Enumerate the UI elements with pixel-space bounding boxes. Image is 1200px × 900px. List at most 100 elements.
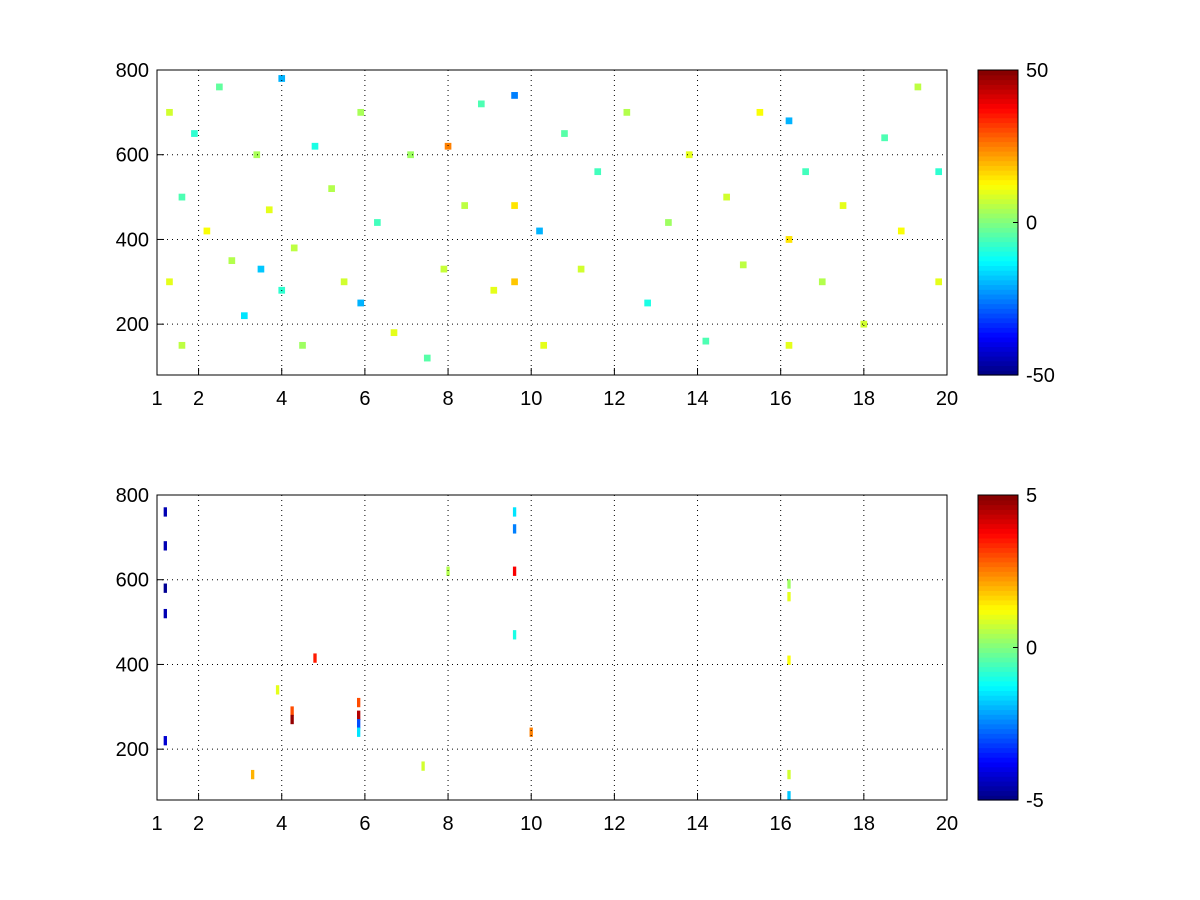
colorbar-segment: [978, 155, 1018, 162]
x-tick-label: 14: [686, 813, 708, 835]
colorbar-segment: [978, 317, 1018, 324]
colorbar-segment: [978, 618, 1018, 625]
cell: [881, 134, 888, 142]
colorbar-segment: [978, 733, 1018, 739]
cell: [540, 341, 548, 349]
colorbar-segment: [978, 198, 1018, 205]
cell: [594, 168, 602, 176]
cell: [423, 354, 431, 362]
colorbar-segment: [978, 246, 1018, 252]
colorbar-segment: [978, 131, 1018, 138]
cell: [785, 236, 793, 243]
colorbar-segment: [978, 84, 1018, 90]
x-tick-label: 6: [359, 813, 370, 835]
x-tick-label: 16: [770, 813, 792, 835]
colorbar-segment: [978, 714, 1018, 720]
cell: [356, 727, 361, 737]
colorbar-segment: [978, 728, 1018, 734]
colorbar-segment: [978, 690, 1018, 696]
cell: [723, 193, 730, 201]
colorbar-segment: [978, 293, 1018, 300]
colorbar-segment: [978, 642, 1018, 649]
colorbar-segment: [978, 346, 1018, 352]
x-tick-label: 14: [686, 388, 708, 410]
colorbar-segment: [978, 289, 1018, 295]
colorbar-segment: [978, 70, 1018, 76]
x-tick-label: 4: [276, 388, 287, 410]
colorbar-segment: [978, 556, 1018, 563]
colorbar-segment: [978, 251, 1018, 257]
cell: [702, 337, 710, 345]
colorbar-segment: [978, 303, 1018, 309]
colorbar-segment: [978, 112, 1018, 119]
colorbar-segment: [978, 336, 1018, 343]
cell: [440, 265, 448, 273]
cell: [512, 507, 517, 517]
colorbar-segment: [978, 260, 1018, 266]
cell: [623, 108, 631, 116]
colorbar-segment: [978, 528, 1018, 534]
colorbar-segment: [978, 657, 1018, 663]
cell: [787, 769, 791, 780]
colorbar-segment: [978, 738, 1018, 744]
colorbar-segment: [978, 495, 1018, 501]
colorbar-segment: [978, 790, 1018, 796]
colorbar-segment: [978, 370, 1018, 376]
cell: [313, 653, 317, 663]
colorbar-segment: [978, 274, 1018, 281]
colorbar-segment: [978, 671, 1018, 677]
cell: [253, 151, 261, 159]
colorbar-segment: [978, 580, 1018, 587]
cell: [340, 278, 348, 286]
colorbar-tick-label: -50: [1026, 365, 1055, 387]
colorbar-segment: [978, 742, 1018, 749]
colorbar-segment: [978, 89, 1018, 95]
x-tick-label: 6: [359, 388, 370, 410]
colorbar-segment: [978, 241, 1018, 247]
colorbar-segment: [978, 647, 1018, 653]
cell: [166, 108, 173, 116]
cell: [477, 100, 485, 108]
cell: [787, 592, 791, 602]
x-tick-label: 18: [853, 388, 875, 410]
colorbar-segment: [978, 189, 1018, 195]
colorbar-segment: [978, 514, 1018, 520]
y-tick-label: 400: [116, 654, 149, 676]
colorbar-segment: [978, 676, 1018, 682]
cell: [166, 278, 173, 286]
cell: [536, 227, 543, 235]
colorbar-tick-label: 0: [1026, 213, 1037, 235]
colorbar-segment: [978, 757, 1018, 763]
cell: [178, 341, 186, 349]
y-tick-label: 400: [116, 229, 149, 251]
cell: [357, 108, 365, 116]
cell: [512, 566, 517, 576]
cell: [512, 630, 517, 640]
colorbar-segment: [978, 585, 1018, 591]
colorbar-segment: [978, 766, 1018, 773]
colorbar-segment: [978, 771, 1018, 777]
colorbar-segment: [978, 685, 1018, 691]
cell: [257, 265, 265, 273]
cell: [407, 151, 414, 159]
colorbar-segment: [978, 590, 1018, 596]
x-tick-label: 2: [193, 388, 204, 410]
colorbar-segment: [978, 633, 1018, 639]
colorbar-segment: [978, 332, 1018, 338]
colorbar-segment: [978, 699, 1018, 706]
y-tick-label: 800: [116, 60, 149, 82]
colorbar-tick-label: 0: [1026, 638, 1037, 660]
colorbar-segment: [978, 351, 1018, 357]
cell: [446, 566, 450, 576]
y-tick-label: 600: [116, 570, 149, 592]
colorbar-segment: [978, 212, 1018, 219]
cell: [512, 524, 517, 534]
cell: [356, 697, 361, 708]
colorbar-segment: [978, 117, 1018, 124]
x-tick-label: 10: [520, 813, 542, 835]
cell: [250, 769, 255, 780]
colorbar-segment: [978, 136, 1018, 143]
x-tick-label: 12: [603, 813, 625, 835]
colorbar-segment: [978, 609, 1018, 615]
